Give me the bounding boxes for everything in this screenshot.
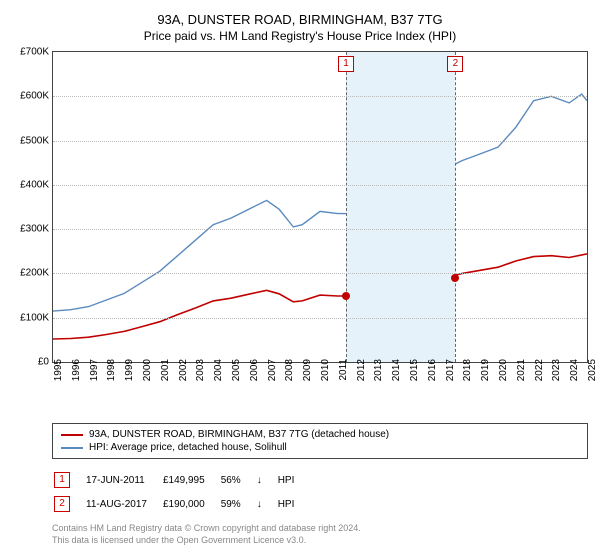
tx-price: £149,995 [163, 469, 219, 491]
x-axis-label: 2024 [569, 359, 580, 381]
gridline [53, 318, 587, 319]
legend-item: 93A, DUNSTER ROAD, BIRMINGHAM, B37 7TG (… [61, 428, 579, 441]
series-line [53, 254, 587, 339]
x-axis-label: 1998 [106, 359, 117, 381]
tx-price: £190,000 [163, 493, 219, 515]
footnote: Contains HM Land Registry data © Crown c… [52, 523, 588, 546]
x-axis-label: 2019 [480, 359, 491, 381]
y-axis-label: £300K [13, 224, 49, 235]
data-marker [451, 274, 459, 282]
x-axis-label: 2016 [427, 359, 438, 381]
x-axis-label: 1995 [53, 359, 64, 381]
x-axis-label: 2022 [534, 359, 545, 381]
x-axis-label: 2012 [356, 359, 367, 381]
chart-flag: 2 [447, 56, 463, 72]
transactions-table: 117-JUN-2011£149,99556%↓HPI211-AUG-2017£… [52, 467, 310, 517]
x-axis-label: 2011 [338, 359, 349, 381]
chart-title: 93A, DUNSTER ROAD, BIRMINGHAM, B37 7TG [12, 12, 588, 27]
tx-flag: 2 [54, 493, 84, 515]
x-axis-label: 2025 [587, 359, 598, 381]
legend-box: 93A, DUNSTER ROAD, BIRMINGHAM, B37 7TG (… [52, 423, 588, 459]
y-axis-label: £500K [13, 135, 49, 146]
legend-item: HPI: Average price, detached house, Soli… [61, 441, 579, 454]
x-axis-label: 2010 [320, 359, 331, 381]
gridline [53, 273, 587, 274]
x-axis-label: 2018 [462, 359, 473, 381]
legend-swatch [61, 447, 83, 449]
plot-band-edge [455, 52, 457, 362]
gridline [53, 185, 587, 186]
tx-cmp: HPI [278, 493, 309, 515]
tx-arrow: ↓ [257, 469, 276, 491]
x-axis-label: 2020 [498, 359, 509, 381]
plot-band-edge [346, 52, 348, 362]
tx-pct: 59% [221, 493, 255, 515]
y-axis-label: £0 [13, 357, 49, 368]
tx-flag: 1 [54, 469, 84, 491]
x-axis-label: 2008 [284, 359, 295, 381]
footnote-line2: This data is licensed under the Open Gov… [52, 535, 588, 547]
y-axis-label: £400K [13, 179, 49, 190]
x-axis-label: 2009 [302, 359, 313, 381]
y-axis-label: £200K [13, 268, 49, 279]
tx-cmp: HPI [278, 469, 309, 491]
x-axis-label: 1999 [124, 359, 135, 381]
x-axis-label: 2003 [195, 359, 206, 381]
legend-label: 93A, DUNSTER ROAD, BIRMINGHAM, B37 7TG (… [89, 429, 389, 440]
gridline [53, 141, 587, 142]
x-axis-label: 2013 [373, 359, 384, 381]
x-axis-label: 2017 [445, 359, 456, 381]
x-axis-label: 2015 [409, 359, 420, 381]
x-axis-label: 2023 [551, 359, 562, 381]
tx-date: 11-AUG-2017 [86, 493, 161, 515]
legend-swatch [61, 434, 83, 436]
footnote-line1: Contains HM Land Registry data © Crown c… [52, 523, 588, 535]
tx-date: 17-JUN-2011 [86, 469, 161, 491]
x-axis-label: 2004 [213, 359, 224, 381]
y-axis-label: £100K [13, 312, 49, 323]
x-axis-label: 2006 [249, 359, 260, 381]
chart-area: £0£100K£200K£300K£400K£500K£600K£700K199… [52, 51, 588, 363]
gridline [53, 96, 587, 97]
tx-pct: 56% [221, 469, 255, 491]
chart-subtitle: Price paid vs. HM Land Registry's House … [12, 29, 588, 43]
x-axis-label: 2007 [267, 359, 278, 381]
x-axis-label: 1997 [89, 359, 100, 381]
x-axis-label: 2002 [178, 359, 189, 381]
legend-label: HPI: Average price, detached house, Soli… [89, 442, 287, 453]
tx-arrow: ↓ [257, 493, 276, 515]
transaction-row: 117-JUN-2011£149,99556%↓HPI [54, 469, 308, 491]
x-axis-label: 2005 [231, 359, 242, 381]
data-marker [342, 292, 350, 300]
chart-flag: 1 [338, 56, 354, 72]
chart-svg [53, 52, 587, 362]
x-axis-label: 2021 [516, 359, 527, 381]
transaction-row: 211-AUG-2017£190,00059%↓HPI [54, 493, 308, 515]
y-axis-label: £600K [13, 91, 49, 102]
x-axis-label: 2001 [160, 359, 171, 381]
series-line [53, 94, 587, 311]
gridline [53, 229, 587, 230]
x-axis-label: 1996 [71, 359, 82, 381]
plot-band [346, 52, 455, 362]
x-axis-label: 2014 [391, 359, 402, 381]
y-axis-label: £700K [13, 47, 49, 58]
x-axis-label: 2000 [142, 359, 153, 381]
